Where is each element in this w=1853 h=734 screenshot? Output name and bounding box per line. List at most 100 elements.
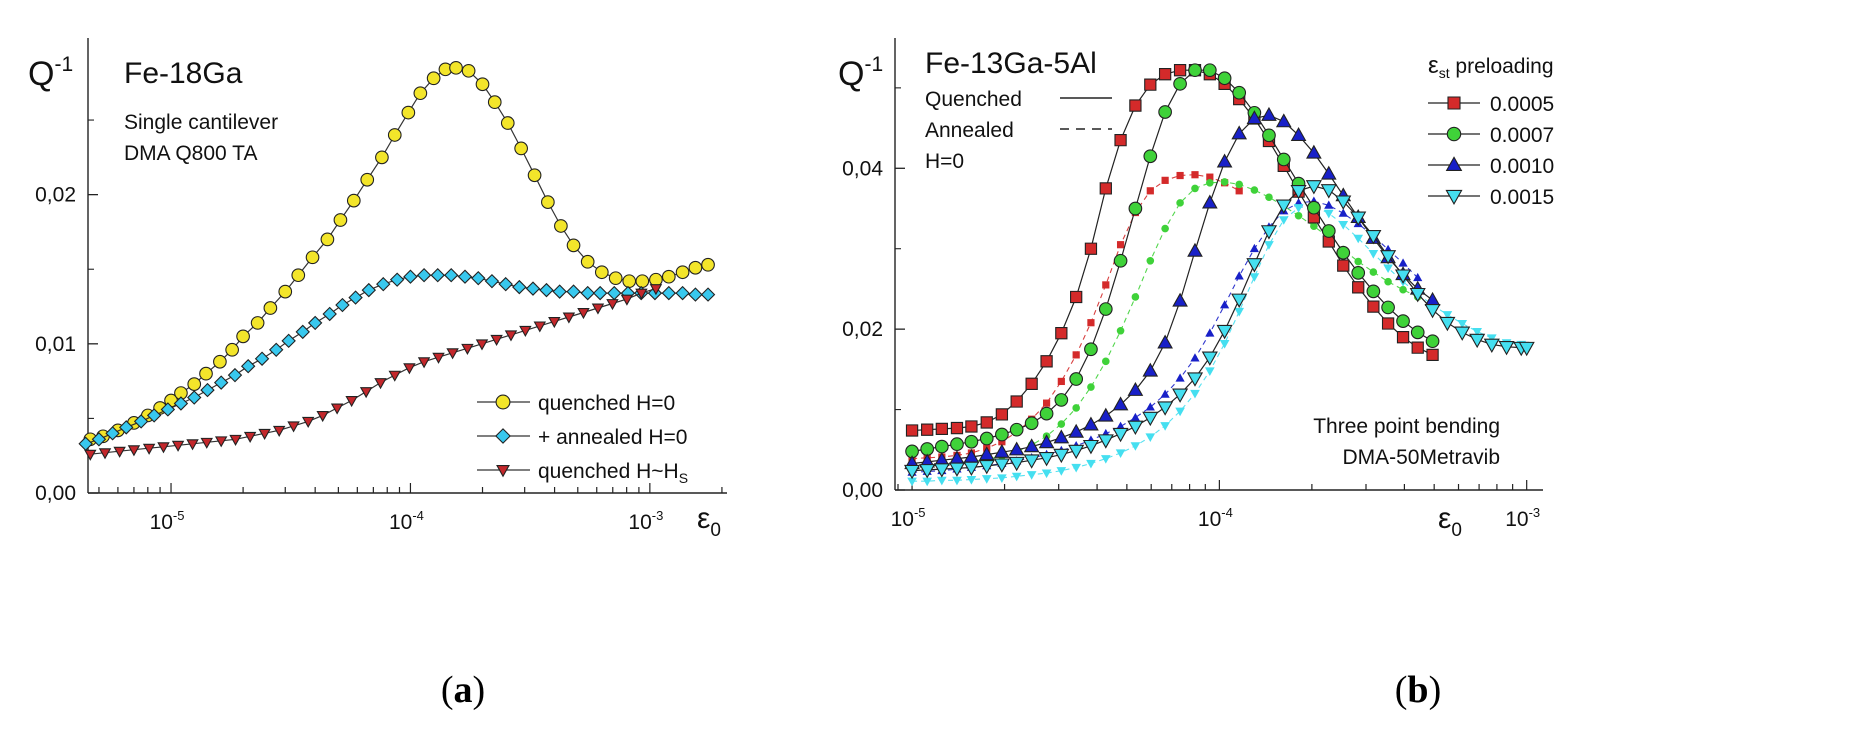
data-point — [608, 271, 623, 286]
data-point — [376, 276, 391, 292]
data-point — [1057, 420, 1066, 428]
data-point — [592, 285, 608, 301]
data-point — [1217, 71, 1232, 86]
data-point — [1293, 204, 1304, 213]
data-point — [566, 284, 581, 299]
data-point — [1142, 362, 1159, 377]
data-point — [1041, 469, 1052, 479]
data-point — [457, 269, 473, 284]
data-point — [995, 427, 1009, 442]
data-point — [1232, 85, 1247, 100]
data-point — [471, 270, 486, 286]
data-point — [548, 316, 561, 329]
legend-marker — [495, 428, 511, 444]
data-point — [1278, 216, 1289, 225]
data-point — [1176, 199, 1184, 207]
series-line — [912, 174, 1240, 460]
data-point — [1175, 373, 1185, 382]
data-point — [443, 267, 459, 283]
data-point — [1413, 272, 1423, 282]
data-point — [533, 321, 547, 333]
data-point — [1483, 338, 1500, 353]
data-point — [127, 445, 141, 457]
legend-marker — [496, 465, 510, 478]
data-point — [316, 410, 329, 423]
data-point — [1072, 404, 1080, 412]
data-point — [504, 330, 518, 342]
legend: quenched H=0 + annealed H=0 quenched H~HS — [477, 392, 688, 486]
data-point — [1127, 420, 1144, 436]
data-point — [1454, 326, 1471, 341]
data-point — [907, 477, 917, 487]
data-point — [1246, 110, 1263, 125]
data-point — [948, 462, 966, 477]
data-point — [225, 342, 239, 357]
data-point — [1424, 304, 1441, 319]
data-point — [330, 403, 344, 415]
data-point — [1175, 407, 1185, 417]
data-point — [305, 250, 320, 265]
data-point — [430, 267, 445, 283]
data-point — [1518, 341, 1535, 357]
data-point — [1083, 416, 1099, 431]
quenched-series-4 — [903, 180, 1535, 480]
data-point — [213, 354, 227, 369]
data-point — [675, 265, 690, 280]
data-point — [1190, 389, 1200, 399]
legend-label: 0.0005 — [1490, 93, 1554, 116]
data-point — [229, 434, 242, 446]
legend-marker — [1446, 126, 1462, 142]
data-point — [1425, 334, 1440, 349]
legend: εst preloading 0.0005 0.0007 0.0010 0.0015 — [1428, 52, 1554, 209]
data-point — [1161, 176, 1169, 184]
note-text: Single cantilever — [124, 111, 278, 134]
data-point — [432, 352, 445, 364]
data-point — [1320, 184, 1337, 199]
data-point — [1335, 195, 1352, 210]
data-point — [1234, 271, 1244, 280]
data-point — [335, 297, 350, 313]
data-point — [1367, 300, 1380, 313]
data-point — [1038, 452, 1055, 467]
data-point — [701, 257, 715, 272]
data-point — [487, 95, 502, 109]
data-point — [1399, 285, 1407, 294]
data-point — [1235, 187, 1243, 195]
data-point — [1220, 300, 1230, 309]
data-point — [490, 334, 503, 346]
data-point — [1469, 333, 1486, 349]
data-point — [950, 437, 964, 452]
data-point — [1130, 442, 1141, 451]
data-point — [1424, 291, 1441, 306]
data-point — [236, 329, 250, 344]
data-point — [1010, 395, 1023, 408]
data-point — [1246, 258, 1263, 273]
caption-b: (b) — [1394, 669, 1442, 711]
data-point — [1411, 341, 1424, 354]
data-point — [1157, 401, 1174, 416]
data-point — [1206, 173, 1214, 181]
data-point — [1142, 411, 1159, 427]
data-point — [1350, 211, 1367, 226]
data-point — [1173, 64, 1187, 77]
data-point — [295, 324, 310, 340]
data-point — [1366, 284, 1381, 299]
data-point — [1053, 448, 1070, 464]
data-point — [1216, 153, 1233, 168]
data-point — [1290, 126, 1307, 141]
data-point — [554, 219, 568, 233]
data-point — [360, 172, 375, 187]
data-point — [1264, 241, 1274, 250]
data-point — [933, 463, 950, 478]
data-point — [1354, 257, 1363, 266]
data-point — [1202, 63, 1217, 78]
data-point — [688, 287, 703, 302]
data-point — [978, 460, 995, 475]
data-point — [1102, 357, 1110, 366]
data-point — [1072, 351, 1080, 359]
data-point — [1410, 325, 1425, 340]
y-tick-label: 0,02 — [35, 184, 76, 207]
data-point — [1054, 393, 1069, 407]
data-point — [1144, 78, 1157, 91]
